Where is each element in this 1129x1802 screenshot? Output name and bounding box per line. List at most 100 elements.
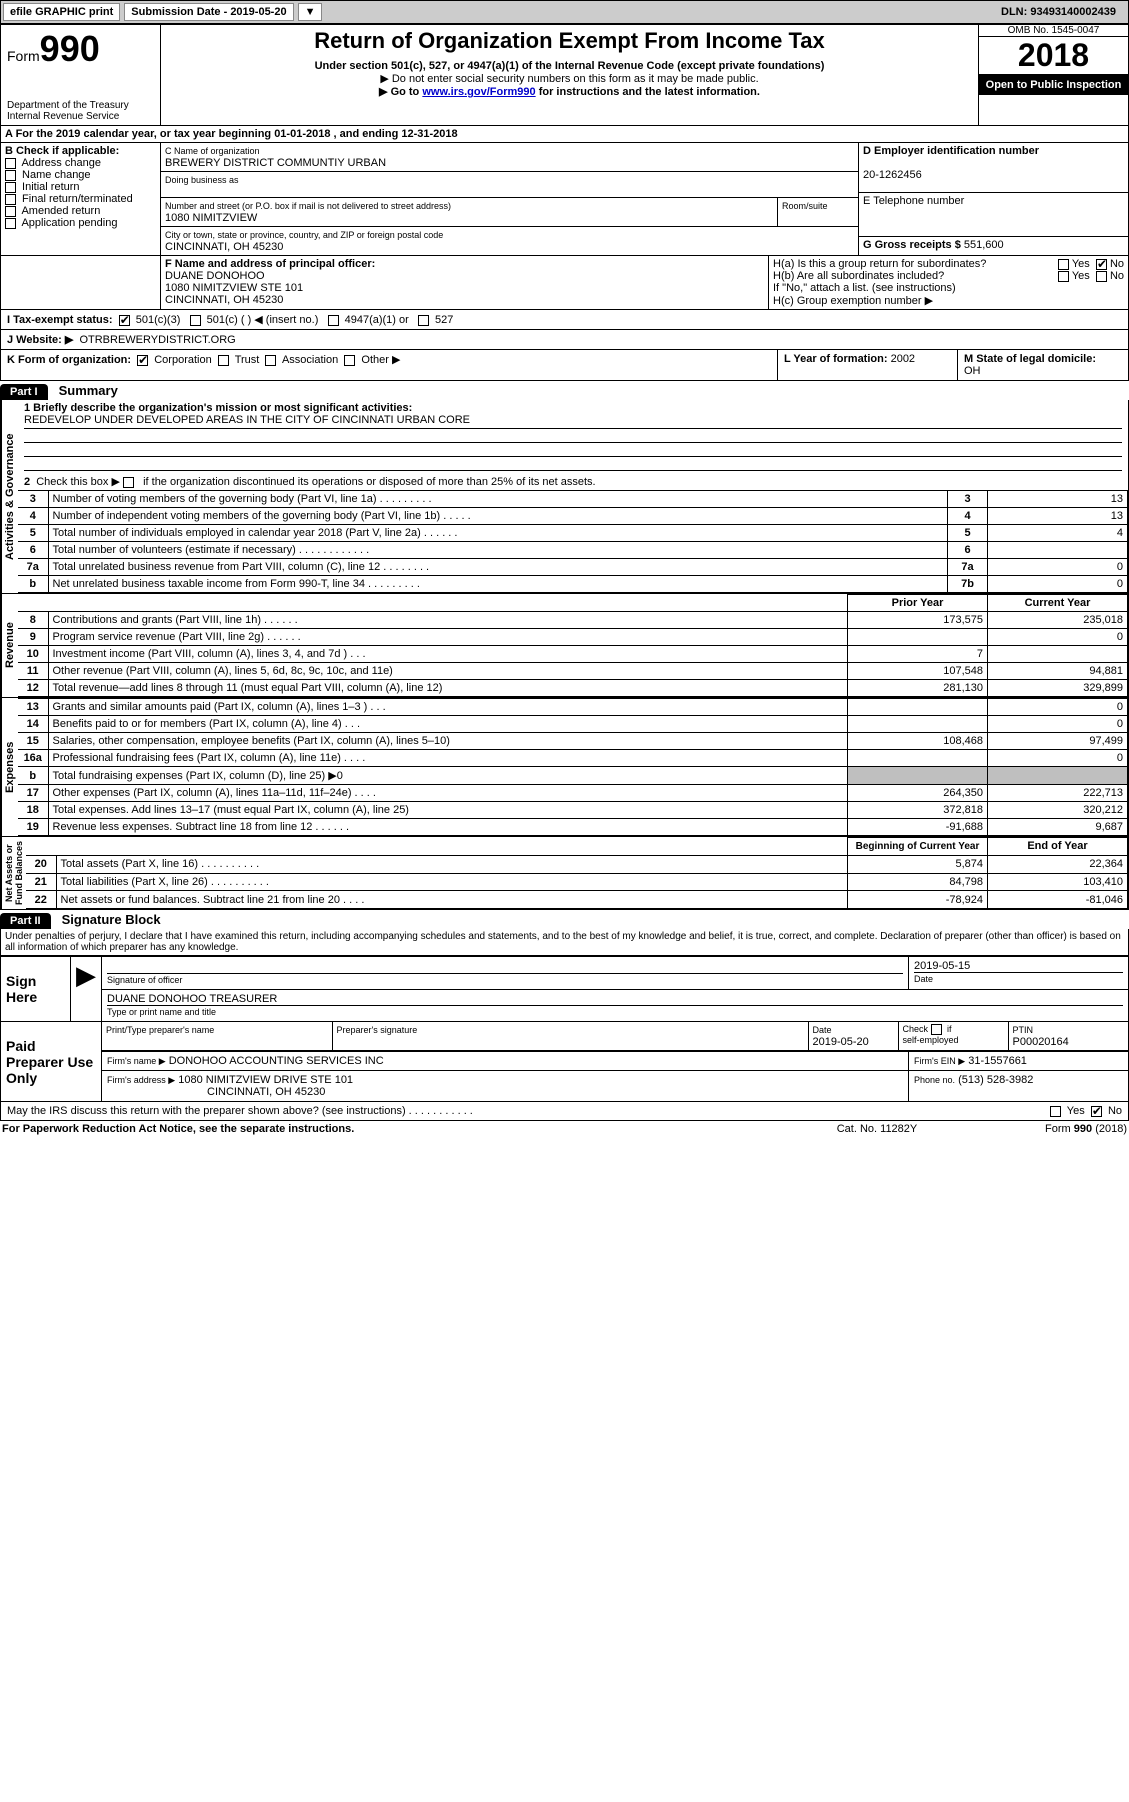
g-label: G Gross receipts $ xyxy=(863,239,961,251)
org-address: 1080 NIMITZVIEW xyxy=(165,212,257,224)
room-label: Room/suite xyxy=(782,201,828,211)
table-row: 16aProfessional fundraising fees (Part I… xyxy=(18,750,1128,767)
note-ssn: ▶ Do not enter social security numbers o… xyxy=(167,72,972,85)
k-assoc-checkbox[interactable] xyxy=(265,355,276,366)
org-city: CINCINNATI, OH 45230 xyxy=(165,241,283,253)
self-employed-checkbox[interactable] xyxy=(931,1024,942,1035)
table-row: 14Benefits paid to or for members (Part … xyxy=(18,716,1128,733)
b-option: Amended return xyxy=(5,205,156,217)
b-checkbox[interactable] xyxy=(5,194,16,205)
table-row: bNet unrelated business taxable income f… xyxy=(18,576,1128,593)
part1-body: Activities & Governance 1 Briefly descri… xyxy=(0,400,1129,594)
c-name-label: C Name of organization xyxy=(165,146,260,156)
i-527-checkbox[interactable] xyxy=(418,315,429,326)
b-checkbox[interactable] xyxy=(5,182,16,193)
efile-button[interactable]: efile GRAPHIC print xyxy=(3,3,120,21)
b-option: Name change xyxy=(5,169,156,181)
h-note: If "No," attach a list. (see instruction… xyxy=(773,282,1124,294)
table-row: 18Total expenses. Add lines 13–17 (must … xyxy=(18,802,1128,819)
org-name: BREWERY DISTRICT COMMUNTIY URBAN xyxy=(165,157,386,169)
table-row: 21Total liabilities (Part X, line 26) . … xyxy=(26,873,1128,891)
state-domicile: OH xyxy=(964,365,981,377)
expenses-table: 13Grants and similar amounts paid (Part … xyxy=(18,698,1128,836)
signature-table: Sign Here ▶ Signature of officer 2019-05… xyxy=(0,956,1129,1102)
h-a: H(a) Is this a group return for subordin… xyxy=(773,258,1124,270)
k-other-checkbox[interactable] xyxy=(344,355,355,366)
k-corp-checkbox[interactable] xyxy=(137,355,148,366)
sig-date: 2019-05-15 xyxy=(914,960,1123,973)
sidebar-netassets: Net Assets or Fund Balances xyxy=(1,837,26,909)
perjury-statement: Under penalties of perjury, I declare th… xyxy=(0,929,1129,956)
firm-ein: 31-1557661 xyxy=(968,1055,1027,1067)
ha-yes-checkbox[interactable] xyxy=(1058,259,1069,270)
netassets-table: Beginning of Current Year End of Year 20… xyxy=(26,837,1128,909)
b-checkbox[interactable] xyxy=(5,206,16,217)
table-row: 11Other revenue (Part VIII, column (A), … xyxy=(18,663,1128,680)
b-checkbox[interactable] xyxy=(5,158,16,169)
i-line: I Tax-exempt status: 501(c)(3) 501(c) ( … xyxy=(0,310,1129,330)
sign-here: Sign Here xyxy=(1,957,71,1022)
discuss-line: May the IRS discuss this return with the… xyxy=(0,1102,1129,1121)
i-501c3-checkbox[interactable] xyxy=(119,315,130,326)
form-header: Form990 Department of the Treasury Inter… xyxy=(0,24,1129,126)
b-checkbox[interactable] xyxy=(5,218,16,229)
city-label: City or town, state or province, country… xyxy=(165,230,443,240)
table-row: 7aTotal unrelated business revenue from … xyxy=(18,559,1128,576)
table-row: 4Number of independent voting members of… xyxy=(18,508,1128,525)
tax-year-line: A For the 2019 calendar year, or tax yea… xyxy=(0,126,1129,143)
ha-no-checkbox[interactable] xyxy=(1096,259,1107,270)
discuss-yes-checkbox[interactable] xyxy=(1050,1106,1061,1117)
q2: 2 Check this box ▶ if the organization d… xyxy=(18,473,1128,490)
h-b: H(b) Are all subordinates included? Yes … xyxy=(773,270,1124,282)
table-row: 3Number of voting members of the governi… xyxy=(18,491,1128,508)
table-row: 20Total assets (Part X, line 16) . . . .… xyxy=(26,855,1128,873)
officer-printed-name: DUANE DONOHOO TREASURER xyxy=(107,993,1123,1006)
klm-line: K Form of organization: Corporation Trus… xyxy=(0,350,1129,381)
pt-sig-label: Preparer's signature xyxy=(337,1025,418,1035)
tax-year: 2018 xyxy=(979,37,1128,75)
officer-block: F Name and address of principal officer:… xyxy=(0,256,1129,310)
i-501c-checkbox[interactable] xyxy=(190,315,201,326)
q2-checkbox[interactable] xyxy=(123,477,134,488)
h-c: H(c) Group exemption number ▶ xyxy=(773,294,1124,307)
pt-date-label: Date xyxy=(813,1025,832,1035)
self-employed: Check ifself-employed xyxy=(898,1022,1008,1051)
table-row: 5Total number of individuals employed in… xyxy=(18,525,1128,542)
ptin-label: PTIN xyxy=(1013,1025,1034,1035)
b-option: Application pending xyxy=(5,217,156,229)
dba-label: Doing business as xyxy=(165,175,239,185)
governance-table: 3Number of voting members of the governi… xyxy=(18,490,1128,593)
firm-city: CINCINNATI, OH 45230 xyxy=(207,1086,325,1098)
dropdown-arrow-icon[interactable]: ▼ xyxy=(298,3,323,21)
k-trust-checkbox[interactable] xyxy=(218,355,229,366)
d-label: D Employer identification number xyxy=(863,145,1039,157)
sign-arrow-icon: ▶ xyxy=(71,957,102,1022)
table-row: 10Investment income (Part VIII, column (… xyxy=(18,646,1128,663)
table-row: 9Program service revenue (Part VIII, lin… xyxy=(18,629,1128,646)
firm-addr: 1080 NIMITZVIEW DRIVE STE 101 xyxy=(178,1074,353,1086)
sig-officer-label: Signature of officer xyxy=(107,975,182,985)
cat-no: Cat. No. 11282Y xyxy=(777,1123,977,1135)
date-label: Date xyxy=(914,974,933,984)
officer-addr2: CINCINNATI, OH 45230 xyxy=(165,294,283,306)
hb-yes-checkbox[interactable] xyxy=(1058,271,1069,282)
pt-date: 2019-05-20 xyxy=(813,1036,869,1048)
discuss-no-checkbox[interactable] xyxy=(1091,1106,1102,1117)
b-option: Initial return xyxy=(5,181,156,193)
omb-number: OMB No. 1545-0047 xyxy=(979,25,1128,37)
sidebar-governance: Activities & Governance xyxy=(1,400,18,593)
part1-title: Summary xyxy=(59,383,118,398)
part2-header: Part II xyxy=(0,913,51,929)
table-row: 8Contributions and grants (Part VIII, li… xyxy=(18,612,1128,629)
open-public: Open to Public Inspection xyxy=(979,75,1128,95)
i-4947-checkbox[interactable] xyxy=(328,315,339,326)
hb-no-checkbox[interactable] xyxy=(1096,271,1107,282)
irs-link[interactable]: www.irs.gov/Form990 xyxy=(422,86,535,98)
gross-receipts: 551,600 xyxy=(964,239,1004,251)
q1-label: 1 Briefly describe the organization's mi… xyxy=(24,402,412,414)
netassets-block: Net Assets or Fund Balances Beginning of… xyxy=(0,837,1129,910)
e-label: E Telephone number xyxy=(863,195,964,207)
officer-name: DUANE DONOHOO xyxy=(165,270,265,282)
firm-name: DONOHOO ACCOUNTING SERVICES INC xyxy=(169,1055,384,1067)
b-checkbox[interactable] xyxy=(5,170,16,181)
